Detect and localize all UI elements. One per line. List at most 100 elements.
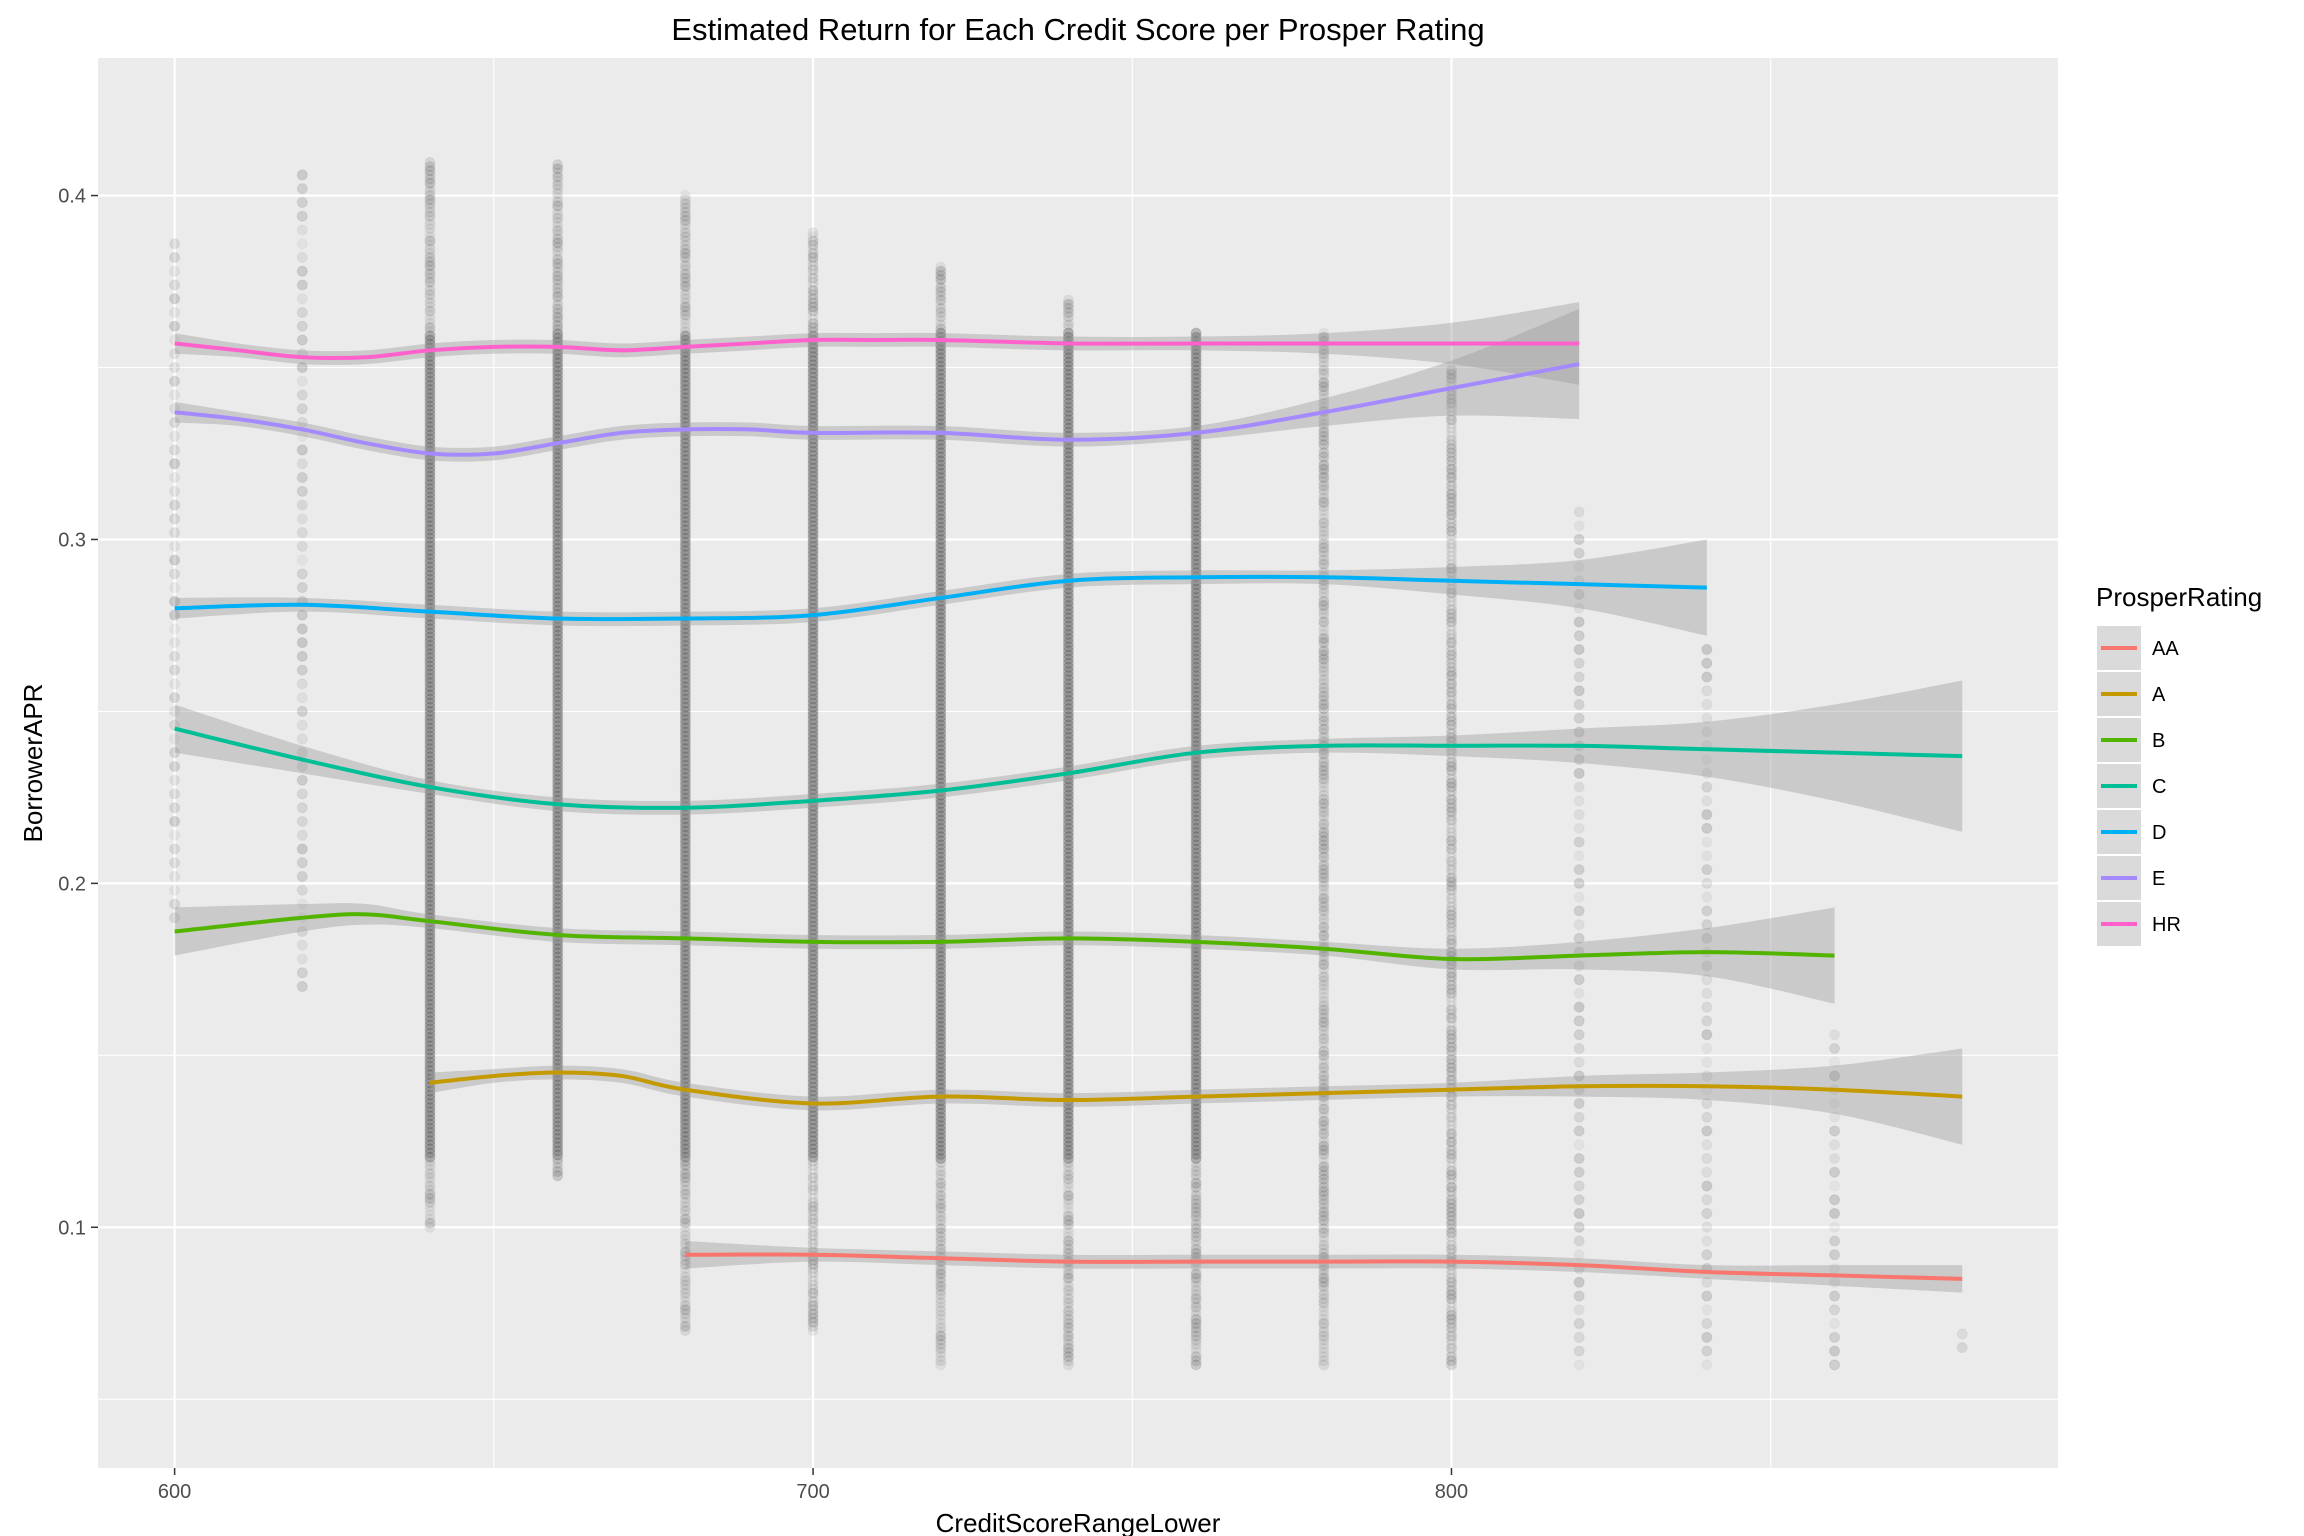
data-point [1445, 1025, 1457, 1037]
data-point [169, 568, 181, 580]
data-point [1318, 1107, 1330, 1119]
data-point [1445, 831, 1457, 843]
data-point [807, 974, 819, 986]
data-point [807, 483, 819, 495]
data-point [935, 315, 946, 326]
data-point [296, 582, 308, 594]
data-point [552, 831, 564, 843]
data-point [552, 1029, 564, 1041]
data-point [935, 1276, 947, 1288]
data-point [552, 311, 564, 323]
data-point [935, 1214, 947, 1226]
data-point [552, 864, 564, 876]
data-point [1062, 319, 1074, 331]
data-point [296, 403, 308, 415]
data-point [679, 454, 691, 466]
data-point [1062, 806, 1074, 818]
data-point [1318, 641, 1329, 652]
data-point [552, 262, 564, 274]
data-point [424, 965, 436, 977]
data-point [679, 264, 691, 276]
data-point [424, 478, 436, 490]
data-point [679, 284, 691, 296]
data-point [1190, 443, 1202, 455]
data-point [679, 305, 691, 317]
data-point [1445, 373, 1457, 385]
data-point [935, 488, 947, 500]
data-point [1573, 1166, 1585, 1178]
data-point [424, 644, 436, 656]
data-point [1445, 1313, 1457, 1325]
data-point [424, 957, 436, 969]
data-point [935, 418, 947, 430]
data-point [1062, 785, 1074, 797]
data-point [1701, 1318, 1713, 1330]
data-point [807, 837, 819, 849]
data-point [1062, 1190, 1074, 1202]
data-point [424, 553, 436, 565]
data-point [1446, 819, 1457, 830]
data-point [296, 981, 308, 993]
data-point [935, 661, 947, 673]
data-point [1062, 509, 1074, 521]
data-point [935, 1219, 947, 1231]
data-point [807, 1135, 819, 1147]
data-point [552, 724, 564, 736]
data-point [424, 466, 436, 478]
data-point [935, 1033, 947, 1045]
data-point [1190, 773, 1202, 785]
data-point [1190, 587, 1202, 599]
data-point [679, 223, 691, 235]
data-point [1190, 690, 1202, 702]
data-point [807, 1308, 819, 1320]
data-point [424, 239, 436, 251]
data-point [552, 249, 564, 261]
data-point [1318, 476, 1330, 488]
data-point [1062, 302, 1074, 314]
data-point [1318, 1359, 1330, 1371]
data-point [1445, 1004, 1457, 1016]
data-point [552, 1087, 564, 1099]
data-point [1190, 414, 1202, 426]
data-point [807, 1159, 819, 1171]
data-point [1063, 315, 1074, 326]
data-point [169, 540, 181, 552]
data-point [1062, 789, 1074, 801]
data-point [169, 884, 181, 896]
data-point [679, 1308, 691, 1320]
data-point [807, 627, 819, 639]
data-point [1445, 393, 1457, 405]
data-point [807, 1143, 819, 1155]
data-point [935, 1264, 947, 1276]
data-point [679, 1027, 691, 1039]
data-point [935, 533, 947, 545]
data-point [1701, 726, 1713, 738]
data-point [679, 190, 691, 202]
data-point [424, 1143, 436, 1155]
data-point [296, 829, 308, 841]
data-point [424, 1060, 436, 1072]
data-point [935, 529, 947, 541]
data-point [552, 1021, 564, 1033]
data-point [935, 624, 947, 636]
data-point [296, 623, 308, 635]
data-point [1318, 826, 1330, 838]
data-point [1062, 859, 1074, 871]
data-point [1190, 1066, 1202, 1078]
data-point [935, 1004, 947, 1016]
data-point [1318, 1330, 1330, 1342]
data-point [424, 511, 436, 523]
data-point [1190, 612, 1202, 624]
data-point [1062, 855, 1074, 867]
data-point [552, 1104, 564, 1116]
data-point [1062, 851, 1074, 863]
data-point [935, 810, 947, 822]
data-point [1318, 434, 1330, 446]
data-point [679, 1275, 691, 1287]
data-point [807, 842, 819, 854]
data-point [1445, 1181, 1457, 1193]
data-point [935, 554, 947, 566]
data-point [424, 322, 436, 334]
data-point [552, 807, 564, 819]
data-point [679, 483, 691, 495]
